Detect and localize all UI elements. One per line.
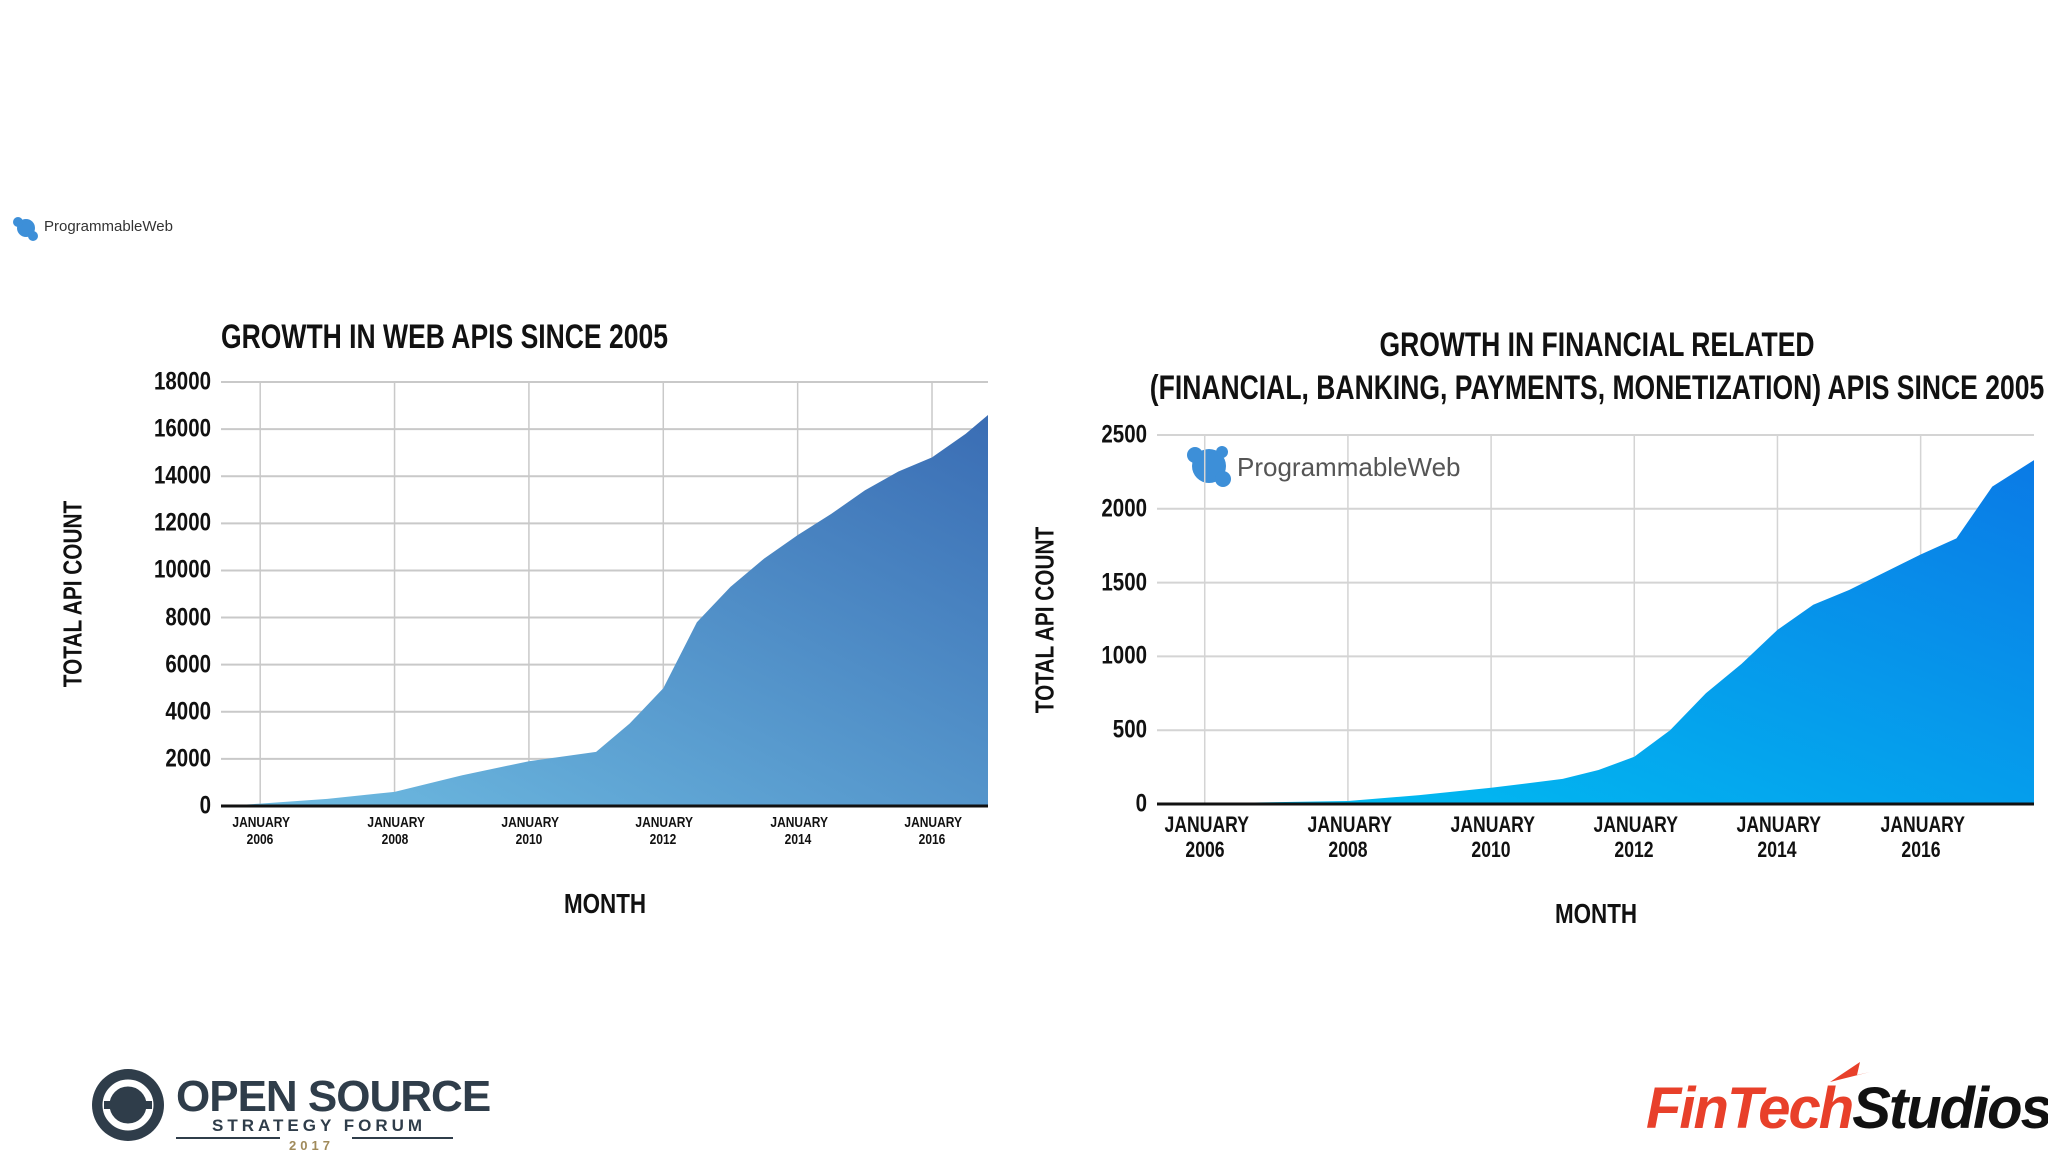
y-tick-label: 14000: [153, 461, 211, 490]
area: [1157, 460, 2034, 804]
y-tick-label: 1000: [1101, 641, 1147, 670]
footer-year: 2017: [289, 1138, 334, 1152]
watermark: ProgrammableWeb: [44, 218, 173, 235]
x-tick-label: JANUARY 2008: [366, 814, 425, 849]
y-tick-label: 2000: [1101, 494, 1147, 523]
open-source-logo: [92, 1069, 453, 1141]
y-axis-label: TOTAL API COUNT: [57, 500, 88, 688]
footer-title: OPEN SOURCE: [176, 1072, 491, 1121]
chart-subtitle: (FINANCIAL, BANKING, PAYMENTS, MONETIZAT…: [1149, 369, 2045, 407]
x-axis-label: MONTH: [1554, 898, 1637, 929]
y-tick-label: 0: [1135, 789, 1147, 818]
y-tick-label: 4000: [165, 697, 211, 726]
x-tick-label: JANUARY 2012: [635, 814, 694, 849]
x-tick-label: JANUARY 2012: [1593, 812, 1679, 863]
watermark: ProgrammableWeb: [1237, 452, 1461, 482]
x-axis-label: MONTH: [563, 888, 646, 919]
y-tick-label: 2500: [1101, 420, 1147, 449]
x-tick-label: JANUARY 2016: [904, 814, 962, 849]
studios-part: Studios: [1852, 1076, 2048, 1141]
x-tick-label: JANUARY 2006: [232, 814, 291, 849]
chart-title: GROWTH IN FINANCIAL RELATED: [1379, 326, 1815, 364]
x-tick-label: JANUARY 2006: [1164, 812, 1249, 863]
x-tick-label: JANUARY 2014: [1736, 812, 1822, 863]
y-tick-label: 12000: [153, 508, 211, 537]
watermark-icon: [13, 217, 1231, 487]
y-axis-label: TOTAL API COUNT: [1029, 526, 1060, 713]
fintech-arrow: [1830, 1062, 1870, 1082]
y-tick-label: 18000: [153, 367, 211, 396]
chart: [221, 381, 988, 808]
fintech-part: FinTech: [1646, 1076, 1854, 1141]
y-tick-label: 1500: [1101, 568, 1147, 597]
y-tick-label: 6000: [165, 650, 211, 679]
y-tick-label: 8000: [165, 603, 211, 632]
x-tick-label: JANUARY 2014: [770, 814, 828, 849]
y-tick-label: 10000: [153, 555, 211, 584]
x-tick-label: JANUARY 2008: [1307, 812, 1392, 863]
footer-subtitle: STRATEGY FORUM: [212, 1116, 427, 1135]
y-tick-label: 500: [1112, 715, 1147, 744]
x-tick-label: JANUARY 2010: [501, 814, 559, 849]
chart-title: GROWTH IN WEB APIS SINCE 2005: [221, 318, 668, 356]
y-tick-label: 2000: [165, 744, 211, 773]
area: [221, 414, 988, 806]
x-tick-label: JANUARY 2016: [1880, 812, 1965, 863]
y-tick-label: 0: [199, 791, 211, 820]
x-tick-label: JANUARY 2010: [1450, 812, 1536, 863]
fintech-logo: FinTechStudios: [1646, 1075, 2048, 1142]
chart: [1157, 434, 2034, 806]
y-tick-label: 16000: [153, 414, 211, 443]
